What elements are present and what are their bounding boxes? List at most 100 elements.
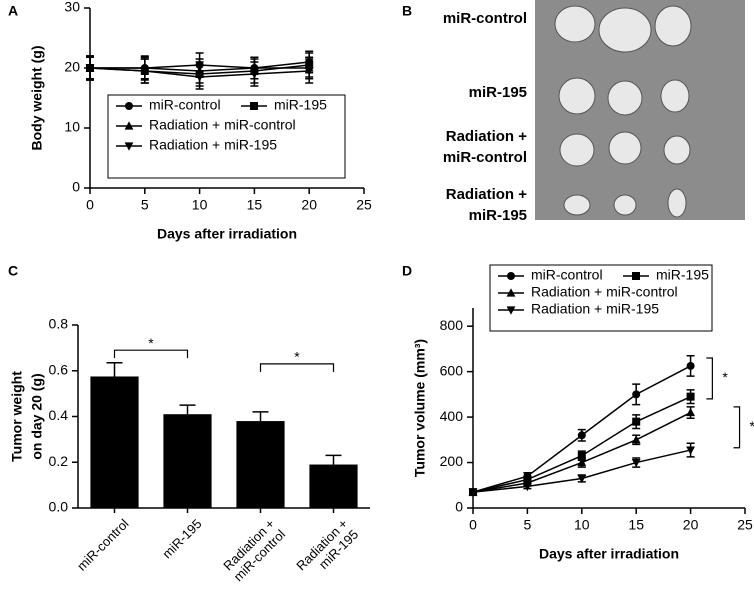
legend-marker [507,272,515,280]
marker [631,435,641,444]
legend-marker [124,121,134,130]
tumor [563,194,591,216]
x-tick-label: 5 [141,197,149,213]
x-axis-title: Days after irradiation [157,226,297,242]
significance-bracket [113,349,189,359]
marker [577,431,586,440]
marker [523,482,532,492]
legend-marker [506,288,516,297]
legend-marker [124,142,134,151]
marker [468,488,478,497]
bar [236,421,285,508]
significance-label: * [148,335,154,351]
row-label: miR-195 [468,84,527,101]
x-tick-label: 25 [737,517,753,533]
y-axis-title: on day 20 (g) [29,373,45,459]
y-tick-label: 600 [440,362,464,378]
legend-marker [632,272,640,280]
significance-label: * [722,369,728,385]
significance-bracket [706,357,713,400]
x-tick-label: 15 [628,517,644,533]
legend-label: Radiation + miR-195 [531,301,659,317]
legend-label: Radiation + miR-195 [149,137,277,153]
error-bar [325,454,342,465]
marker [250,70,259,79]
y-tick-label: 800 [440,317,464,333]
marker [577,457,587,467]
marker [577,451,586,460]
significance-label: * [750,418,754,434]
y-tick-label: 20 [64,59,80,75]
y-axis-title: Tumor weight [9,371,25,462]
significance-label: * [294,349,300,365]
marker [686,407,695,417]
legend-box [107,94,346,179]
marker [632,417,641,426]
legend-box [489,264,713,332]
marker [577,474,587,484]
marker [686,446,695,455]
x-tick-label: 20 [301,197,317,213]
marker [304,67,314,76]
y-tick-label: 0 [455,499,463,515]
row-label: Radiation + miR-control [442,128,527,166]
x-tick-label: 5 [524,517,532,533]
y-axis-title: Body weight (g) [29,46,45,151]
error-bar [252,411,269,422]
tumor [667,188,687,218]
y-tick-label: 30 [64,0,80,15]
marker [195,73,204,82]
y-tick-label: 10 [64,119,80,135]
x-tick-label: 25 [356,197,372,213]
tumor [558,77,596,115]
tumor [554,5,596,43]
x-tick-label: 10 [574,517,590,533]
legend-label: Radiation + miR-control [149,117,296,133]
marker [85,64,95,73]
tumor [607,80,643,116]
y-tick-label: 0.4 [49,407,69,423]
legend-label: miR-control [149,97,221,113]
legend-label: miR-control [531,267,603,283]
legend-label: miR-195 [656,267,709,283]
bar [163,414,212,508]
y-axis-title: Tumor volume (mm³) [412,339,428,477]
x-axis-title: Days after irradiation [539,546,679,562]
tumor [608,131,642,165]
bar [309,464,358,508]
panel-letter: D [402,263,412,279]
legend-marker [250,102,258,110]
y-tick-label: 0.0 [49,499,69,515]
row-label: miR-control [442,10,527,27]
x-tick-label: 20 [683,517,699,533]
marker [140,67,150,76]
panel-letter: A [8,3,18,19]
x-tick-label: 15 [247,197,263,213]
marker [686,392,695,401]
tumor [598,7,652,53]
bar [90,376,139,508]
error-bar [179,404,196,415]
y-tick-label: 400 [440,408,464,424]
marker [631,458,641,468]
marker [686,361,695,370]
legend-label: miR-195 [274,97,327,113]
x-tick-label: 0 [86,197,94,213]
error-bar [106,361,123,377]
significance-bracket [259,363,335,372]
x-tick-label: 10 [192,197,208,213]
x-tick-label: 0 [469,517,477,533]
y-tick-label: 0.8 [49,316,69,332]
y-tick-label: 200 [440,453,464,469]
y-tick-label: 0 [72,179,80,195]
tumor [654,5,692,47]
legend-label: Radiation + miR-control [531,284,678,300]
legend-marker [506,306,516,315]
legend-marker [125,102,133,110]
y-tick-label: 0.2 [49,453,69,469]
panel-letter: B [402,3,412,19]
marker [632,390,641,399]
tumor [660,79,690,113]
